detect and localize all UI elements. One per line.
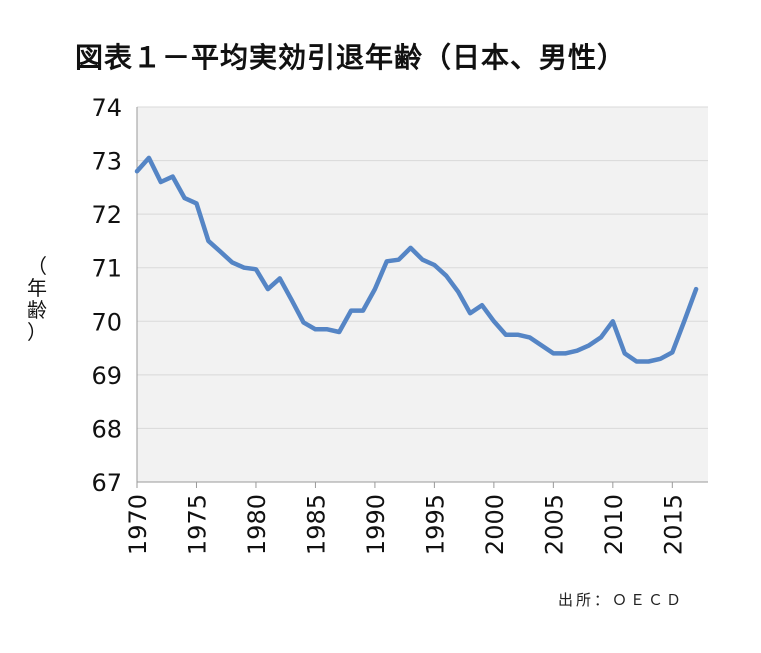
- y-tick-label: 67: [91, 469, 122, 497]
- y-axis-label-char: 齢: [27, 298, 47, 322]
- y-tick-label: 72: [91, 201, 122, 229]
- y-tick-label: 68: [91, 415, 122, 443]
- series-line: [134, 155, 699, 364]
- chart-title: 図表１－平均実効引退年齢（日本、男性）: [75, 41, 627, 74]
- y-tick-label: 74: [91, 94, 122, 122]
- x-tick-label: 1980: [243, 494, 271, 555]
- x-tick-label: 1990: [362, 494, 390, 555]
- x-tick-label: 2010: [600, 494, 628, 555]
- plot-area: [137, 107, 708, 482]
- y-tick-label: 70: [91, 308, 122, 336]
- y-tick-label: 71: [91, 255, 122, 283]
- y-axis-label-char: （: [27, 254, 47, 278]
- x-tick-label: 2005: [540, 494, 568, 555]
- y-tick-label: 73: [91, 148, 122, 176]
- y-axis-label-char: ）: [27, 320, 47, 344]
- y-axis-label: （ 年 齢 ）: [23, 255, 51, 343]
- y-axis-label-char: 年: [27, 276, 47, 300]
- x-tick-label: 2015: [659, 494, 687, 555]
- source-note: 出所：ＯＥＣＤ: [558, 591, 685, 609]
- x-tick-label: 1970: [124, 494, 152, 555]
- y-tick-label: 69: [91, 362, 122, 390]
- x-tick-label: 2000: [481, 494, 509, 555]
- x-tick-label: 1985: [302, 494, 330, 555]
- x-tick-label: 1995: [421, 494, 449, 555]
- x-tick-label: 1975: [183, 494, 211, 555]
